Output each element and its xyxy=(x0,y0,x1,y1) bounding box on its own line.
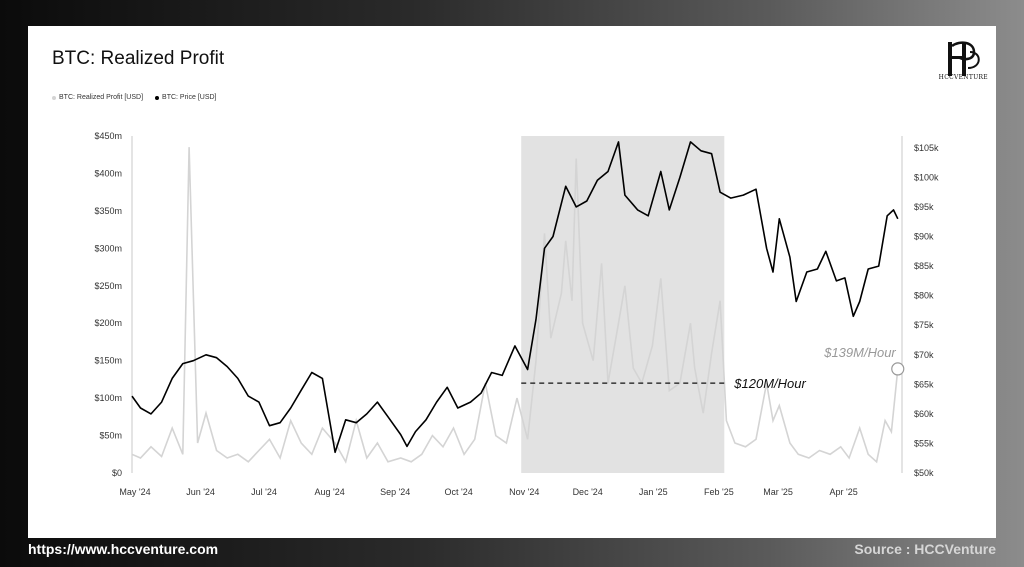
x-tick-label: May '24 xyxy=(119,487,150,497)
legend-item-realized-profit: BTC: Realized Profit [USD] xyxy=(52,94,143,101)
legend-swatch-realized-profit xyxy=(52,95,56,100)
x-tick-label: Apr '25 xyxy=(830,487,858,497)
latest-value-marker xyxy=(891,362,905,376)
x-tick-label: Oct '24 xyxy=(445,487,473,497)
chart-svg: $0 $50m $100m $150m $200m $250m $300m $350m $400… xyxy=(94,131,939,497)
x-tick-label: Sep '24 xyxy=(380,487,410,497)
highlight-range xyxy=(521,136,725,473)
y-right-tick-label: $70k xyxy=(914,350,934,360)
hccventure-logo xyxy=(948,41,980,76)
y-left-tick-label: $150m xyxy=(94,356,122,366)
x-tick-label: Jan '25 xyxy=(639,487,668,497)
x-tick-label: Aug '24 xyxy=(314,487,344,497)
reference-line-label: $120M/Hour xyxy=(733,376,806,391)
chart-legend: BTC: Realized Profit [USD] BTC: Price [U… xyxy=(52,94,216,101)
y-left-tick-label: $100m xyxy=(94,393,122,403)
y-right-tick-label: $75k xyxy=(914,320,934,330)
series-realized-profit xyxy=(131,147,899,464)
y-right-tick-label: $95k xyxy=(914,202,934,212)
x-tick-label: Jul '24 xyxy=(251,487,277,497)
y-left-tick-label: $250m xyxy=(94,281,122,291)
y-right-tick-label: $100k xyxy=(914,172,939,182)
y-right-tick-label: $90k xyxy=(914,232,934,242)
y-left-tick-label: $450m xyxy=(94,131,122,141)
y-right-tick-label: $55k xyxy=(914,438,934,448)
x-tick-label: Feb '25 xyxy=(704,487,734,497)
logo-text: HCCVENTURE xyxy=(938,74,988,81)
y-left-tick-label: $50m xyxy=(99,431,122,441)
y-right-tick-label: $105k xyxy=(914,143,939,153)
latest-value-label: $139M/Hour xyxy=(823,345,896,360)
series-btc-price xyxy=(131,141,899,454)
legend-label-price: BTC: Price [USD] xyxy=(162,94,217,101)
y-right-tick-label: $50k xyxy=(914,468,934,478)
y-left-tick-label: $200m xyxy=(94,318,122,328)
y-right-tick-label: $85k xyxy=(914,261,934,271)
legend-item-price: BTC: Price [USD] xyxy=(155,94,216,101)
chart-title: BTC: Realized Profit xyxy=(52,48,225,69)
x-tick-label: Mar '25 xyxy=(763,487,793,497)
y-left-tick-label: $300m xyxy=(94,243,122,253)
y-right-tick-label: $65k xyxy=(914,379,934,389)
y-left-tick-label: $400m xyxy=(94,168,122,178)
y-right-tick-label: $60k xyxy=(914,409,934,419)
legend-swatch-price xyxy=(155,95,160,100)
footer-url[interactable]: https://www.hccventure.com xyxy=(28,541,219,557)
x-tick-label: Nov '24 xyxy=(509,487,539,497)
footer-source: Source : HCCVenture xyxy=(854,541,996,557)
y-left-tick-label: $0 xyxy=(112,468,122,478)
x-tick-label: Dec '24 xyxy=(573,487,603,497)
legend-label-realized-profit: BTC: Realized Profit [USD] xyxy=(59,94,144,101)
chart-card: BTC: Realized Profit BTC: Realized Profi… xyxy=(28,26,996,538)
x-tick-label: Jun '24 xyxy=(186,487,215,497)
y-left-tick-label: $350m xyxy=(94,206,122,216)
y-right-tick-label: $80k xyxy=(914,291,934,301)
